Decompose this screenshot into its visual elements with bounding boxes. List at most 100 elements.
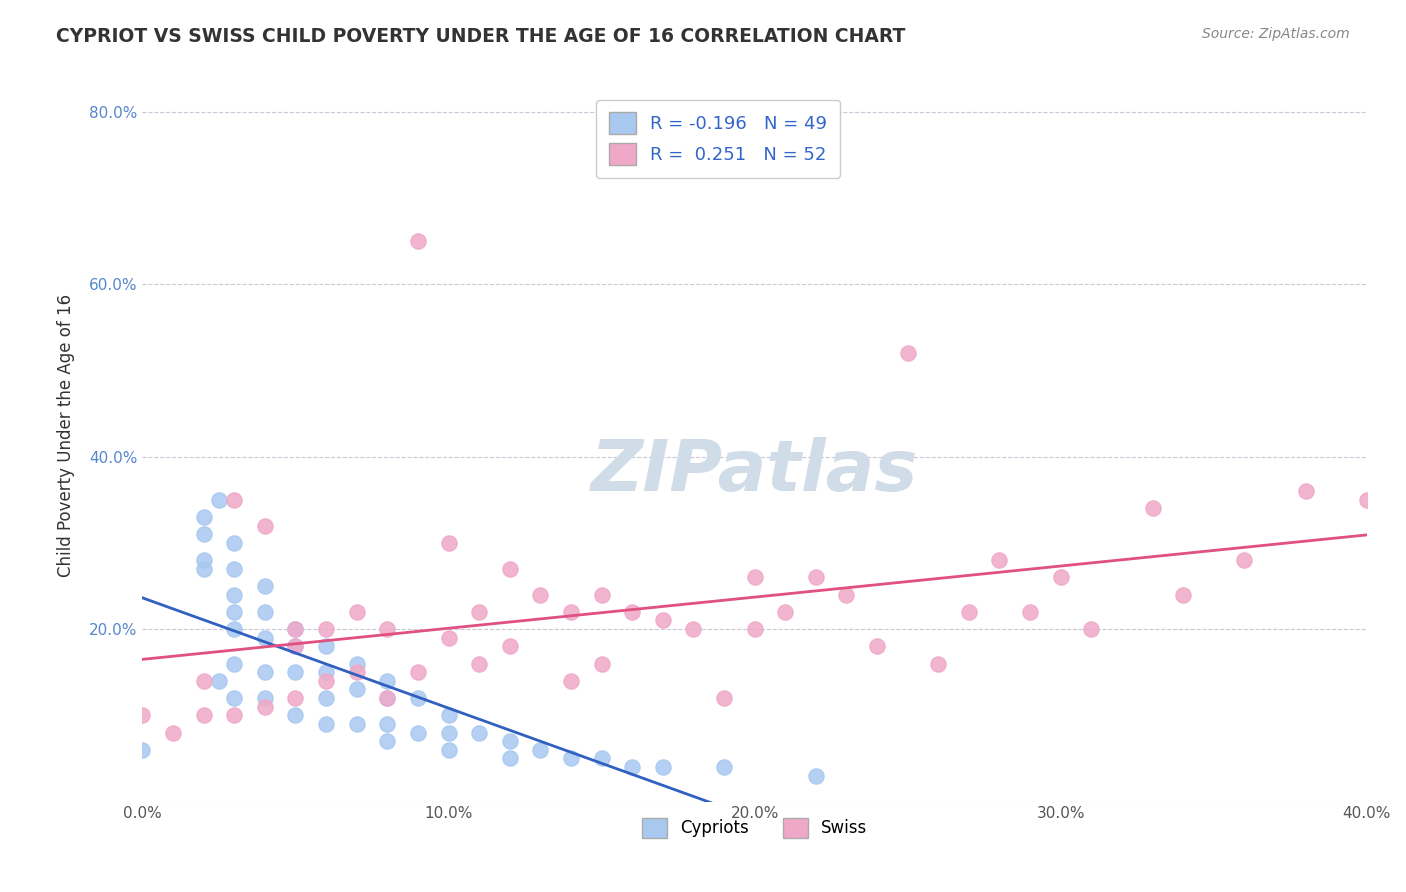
Point (284, 708, 307, 723)
Point (162, 725, 184, 739)
Point (315, 691, 337, 706)
Point (897, 346, 920, 360)
Point (224, 708, 246, 723)
Point (927, 657, 949, 671)
Text: Source: ZipAtlas.com: Source: ZipAtlas.com (1202, 27, 1350, 41)
Point (560, 605, 582, 619)
Point (224, 492, 246, 507)
Point (560, 673, 582, 688)
Point (437, 708, 460, 723)
Text: CYPRIOT VS SWISS CHILD POVERTY UNDER THE AGE OF 16 CORRELATION CHART: CYPRIOT VS SWISS CHILD POVERTY UNDER THE… (56, 27, 905, 45)
Point (284, 622, 307, 636)
Point (437, 631, 460, 645)
Point (591, 588, 613, 602)
Point (208, 492, 231, 507)
Point (1049, 570, 1071, 584)
Point (253, 691, 276, 706)
Point (284, 691, 307, 706)
Point (866, 640, 889, 654)
Point (406, 665, 429, 680)
Point (591, 751, 613, 765)
Point (253, 665, 276, 680)
Point (988, 553, 1011, 567)
Point (253, 699, 276, 714)
Point (437, 725, 460, 739)
Point (406, 691, 429, 706)
Point (253, 579, 276, 593)
Point (713, 760, 735, 774)
Point (315, 640, 337, 654)
Point (835, 588, 858, 602)
Point (437, 536, 460, 550)
Point (284, 640, 307, 654)
Point (253, 605, 276, 619)
Point (773, 605, 796, 619)
Point (208, 673, 231, 688)
Point (346, 717, 368, 731)
Point (621, 605, 644, 619)
Point (437, 743, 460, 757)
Point (224, 588, 246, 602)
Text: ZIPatlas: ZIPatlas (591, 437, 918, 506)
Point (253, 518, 276, 533)
Point (468, 725, 491, 739)
Point (713, 691, 735, 706)
Point (315, 673, 337, 688)
Point (957, 605, 980, 619)
Point (499, 751, 522, 765)
Point (284, 640, 307, 654)
Point (346, 665, 368, 680)
Point (224, 657, 246, 671)
Point (193, 527, 215, 541)
Point (193, 673, 215, 688)
Point (1019, 605, 1042, 619)
Point (529, 743, 551, 757)
Point (804, 570, 827, 584)
Point (315, 665, 337, 680)
Point (468, 605, 491, 619)
Point (744, 622, 766, 636)
Point (253, 631, 276, 645)
Point (1295, 484, 1317, 499)
Point (346, 682, 368, 697)
Point (406, 725, 429, 739)
Legend: Cypriots, Swiss: Cypriots, Swiss (636, 811, 873, 845)
Point (346, 605, 368, 619)
Point (591, 657, 613, 671)
Point (499, 562, 522, 576)
Point (131, 708, 153, 723)
Point (1173, 588, 1195, 602)
Point (499, 640, 522, 654)
Point (651, 760, 673, 774)
Point (406, 234, 429, 248)
Point (1080, 622, 1102, 636)
Point (1233, 553, 1256, 567)
Point (193, 553, 215, 567)
Point (375, 717, 398, 731)
Point (375, 691, 398, 706)
Point (224, 562, 246, 576)
Point (346, 657, 368, 671)
Point (529, 588, 551, 602)
Point (375, 691, 398, 706)
Point (224, 691, 246, 706)
Point (224, 605, 246, 619)
Point (560, 751, 582, 765)
Point (193, 510, 215, 524)
Point (315, 622, 337, 636)
Point (1142, 501, 1164, 516)
Point (315, 717, 337, 731)
Point (131, 743, 153, 757)
Point (468, 657, 491, 671)
Point (375, 673, 398, 688)
Point (375, 622, 398, 636)
Point (744, 570, 766, 584)
Point (621, 760, 644, 774)
Point (375, 734, 398, 748)
Point (1355, 492, 1378, 507)
Point (499, 734, 522, 748)
Point (193, 562, 215, 576)
Point (284, 665, 307, 680)
Point (284, 622, 307, 636)
Point (224, 536, 246, 550)
